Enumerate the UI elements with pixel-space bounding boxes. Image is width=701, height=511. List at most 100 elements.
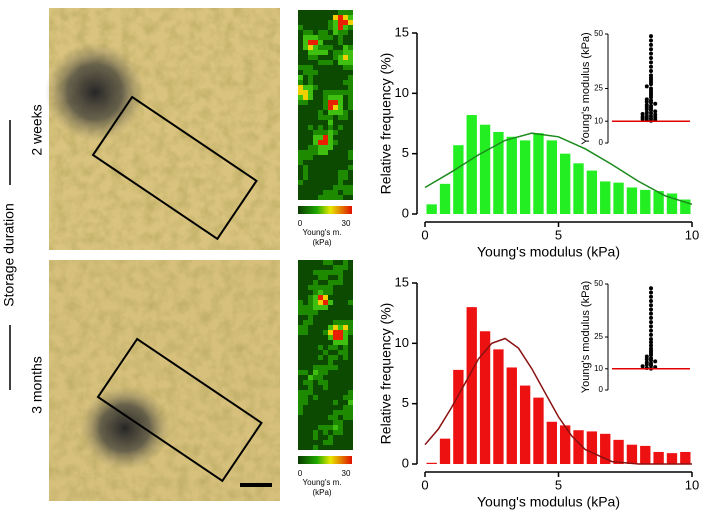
map-cell [318, 360, 323, 365]
map-cell [338, 300, 343, 305]
map-cell [348, 440, 353, 445]
y-axis-label: Relative frequency (%) [378, 53, 394, 195]
map-cell [323, 390, 328, 395]
bar [479, 331, 491, 464]
map-cell [323, 360, 328, 365]
bar [680, 199, 691, 214]
map-cell [303, 435, 308, 440]
map-cell [343, 110, 348, 115]
map-cell [333, 30, 338, 35]
map-cell [328, 105, 333, 110]
map-cell [343, 275, 348, 280]
map-cell [318, 440, 323, 445]
map-cell [343, 140, 348, 145]
map-cell [338, 95, 343, 100]
map-cell [313, 185, 318, 190]
map-cell [343, 300, 348, 305]
map-cell [348, 430, 353, 435]
map-cell [343, 405, 348, 410]
map-cell [328, 295, 333, 300]
map-cell [308, 350, 313, 355]
map-cell [323, 90, 328, 95]
map-cell [323, 370, 328, 375]
map-cell [303, 125, 308, 130]
map-cell [328, 125, 333, 130]
map-cell [303, 375, 308, 380]
map-cell [298, 290, 303, 295]
map-cell [348, 280, 353, 285]
map-cell [303, 65, 308, 70]
map-cell [323, 365, 328, 370]
map-cell [308, 260, 313, 265]
map-cell [298, 370, 303, 375]
bar [586, 431, 598, 464]
map-cell [318, 110, 323, 115]
data-point [649, 60, 653, 65]
map-cell [333, 45, 338, 50]
map-cell [323, 405, 328, 410]
map-cell [303, 405, 308, 410]
map-cell [333, 75, 338, 80]
data-point [644, 102, 649, 107]
map-cell [343, 90, 348, 95]
map-cell [343, 80, 348, 85]
map-cell [298, 90, 303, 95]
map-cell [328, 380, 333, 385]
map-cell [313, 180, 318, 185]
x-tick-label: 10 [685, 227, 699, 242]
map-cell [318, 150, 323, 155]
data-point [640, 112, 645, 117]
map-cell [298, 120, 303, 125]
map-cell [318, 155, 323, 160]
map-cell [313, 85, 318, 90]
map-cell [318, 80, 323, 85]
map-cell [348, 400, 353, 405]
map-cell [323, 15, 328, 20]
map-cell [298, 315, 303, 320]
map-cell [323, 125, 328, 130]
map-cell [308, 40, 313, 45]
map-cell [328, 145, 333, 150]
map-cell [323, 315, 328, 320]
map-cell [308, 95, 313, 100]
map-cell [313, 260, 318, 265]
map-cell [328, 430, 333, 435]
x-tick-label: 0 [421, 477, 428, 492]
map-cell [338, 390, 343, 395]
storage-duration: Storage duration [1, 203, 17, 307]
map-cell [323, 290, 328, 295]
map-cell [298, 395, 303, 400]
map-cell [308, 310, 313, 315]
y-tick-label: 5 [402, 395, 409, 410]
map-cell [338, 400, 343, 405]
map-cell [333, 335, 338, 340]
map-cell [298, 350, 303, 355]
map-cell [318, 430, 323, 435]
data-point [649, 307, 653, 312]
y-tick-label: 0 [599, 138, 604, 147]
map-cell [333, 35, 338, 40]
map-cell [318, 280, 323, 285]
map-cell [348, 410, 353, 415]
map-cell [298, 415, 303, 420]
map-cell [298, 20, 303, 25]
map-cell [338, 140, 343, 145]
map-cell [308, 415, 313, 420]
map-cell [323, 10, 328, 15]
map-cell [328, 155, 333, 160]
map-cell [298, 440, 303, 445]
map-cell [348, 115, 353, 120]
map-cell [343, 350, 348, 355]
map-cell [303, 445, 308, 450]
map-cell [338, 275, 343, 280]
map-cell [348, 265, 353, 270]
map-cell [308, 420, 313, 425]
map-cell [318, 390, 323, 395]
bar [653, 191, 664, 214]
map-cell [343, 165, 348, 170]
y-tick-label: 0 [402, 205, 409, 220]
map-cell [348, 395, 353, 400]
map-cell [298, 65, 303, 70]
map-cell [338, 260, 343, 265]
